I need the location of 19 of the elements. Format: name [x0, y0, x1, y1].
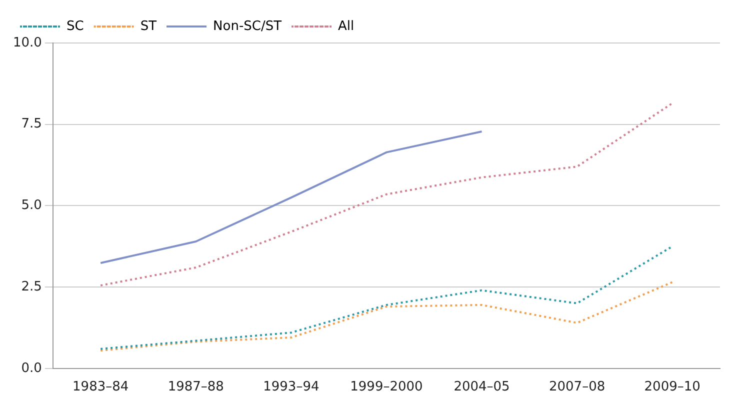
line-series — [100, 102, 674, 286]
y-tick-label: 0.0 — [21, 360, 42, 376]
legend-label: SC — [66, 18, 84, 34]
x-tick-label: 1999–2000 — [350, 380, 423, 395]
legend-label: ST — [140, 18, 157, 34]
y-tick-label: 2.5 — [21, 279, 42, 294]
x-tick-label: 1993–94 — [263, 380, 320, 395]
y-tick-label: 10.0 — [12, 35, 42, 50]
x-tick-label: 1987–88 — [168, 380, 224, 395]
legend-label: All — [338, 18, 354, 34]
legend-label: Non-SC/ST — [213, 18, 282, 34]
line-series — [100, 245, 674, 350]
y-tick-label: 5.0 — [21, 198, 42, 214]
x-tick-label: 2007–08 — [548, 380, 606, 395]
line-series — [100, 281, 674, 352]
y-tick-label: 7.5 — [21, 116, 42, 132]
x-tick-label: 2004–05 — [454, 380, 510, 395]
x-tick-label: 1983–84 — [72, 380, 129, 395]
x-tick-label: 2009–10 — [644, 380, 700, 395]
